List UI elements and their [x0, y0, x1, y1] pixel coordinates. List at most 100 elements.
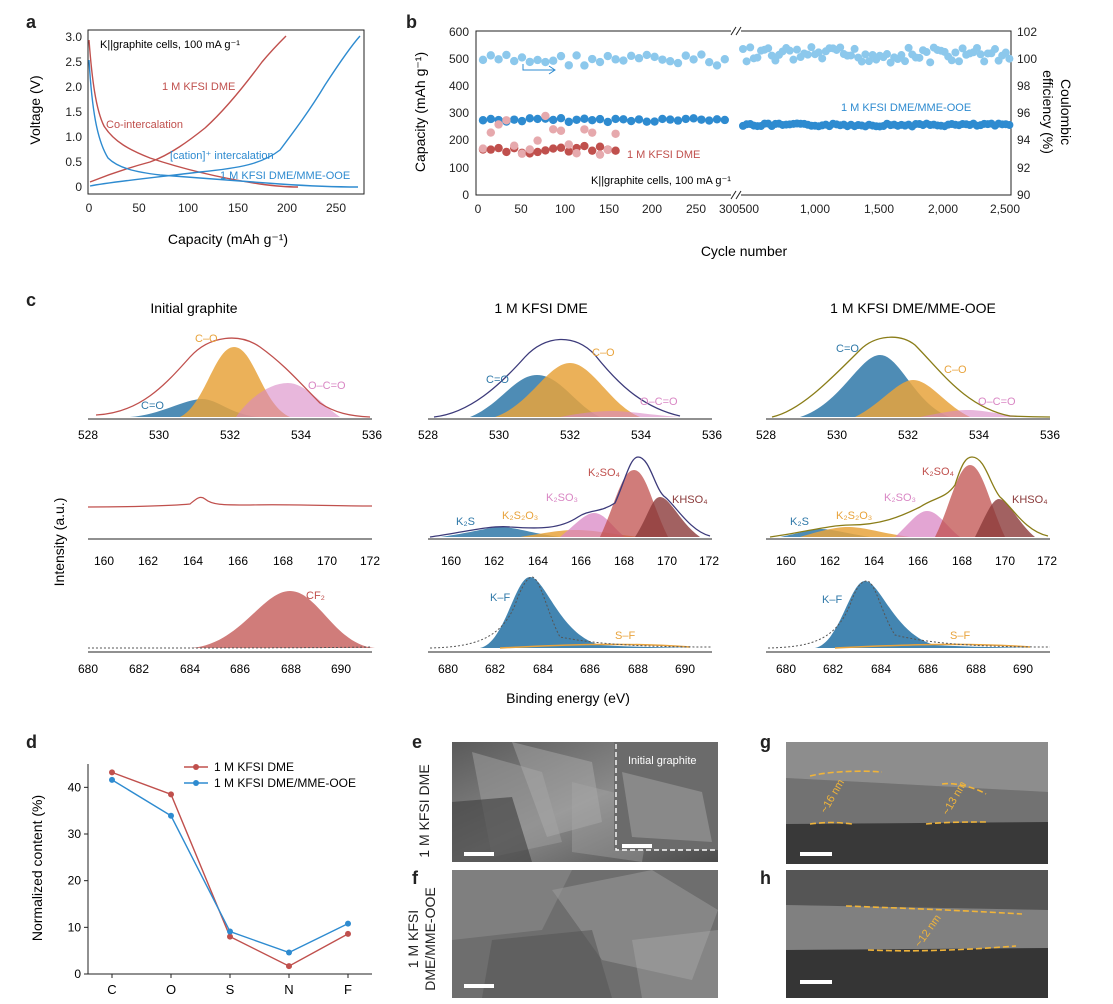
- b-ce-point: [533, 55, 542, 65]
- b-rtick-100: 100: [1017, 52, 1037, 66]
- b-ooe-capacity-point: [712, 115, 722, 124]
- b-ce-point: [603, 51, 612, 61]
- b-ce-point: [807, 43, 816, 52]
- c3-f-tick-690: 690: [1013, 662, 1033, 676]
- c2-s-tick-170: 170: [657, 554, 677, 568]
- d-series-point: [168, 812, 174, 819]
- c2-f-tick-682: 682: [485, 662, 505, 676]
- b-ce-point: [814, 48, 823, 57]
- b-ce-point: [980, 57, 989, 66]
- e-inset-scalebar: [622, 844, 652, 848]
- b-ce-point: [973, 43, 981, 52]
- d-series-point: [109, 769, 115, 776]
- b-ooe-capacity-point: [697, 115, 706, 124]
- b-dme-capacity-point: [588, 146, 597, 155]
- a-xtick-50: 50: [132, 201, 146, 215]
- c2-label-k2so4: K₂SO₄: [588, 467, 621, 479]
- b-ce-point: [850, 44, 859, 53]
- b-label-dme: 1 M KFSI DME: [627, 149, 700, 161]
- a-ytick-0: 0: [75, 180, 82, 194]
- panel-g-tem: ~16 nm ~13 nm: [786, 742, 1048, 864]
- a-ytick-15: 1.5: [65, 105, 82, 119]
- c1-f-tick-684: 684: [180, 662, 200, 676]
- b-ooe-capacity-point: [611, 114, 620, 124]
- d-ytick: 10: [68, 920, 82, 934]
- b-ce-point: [926, 58, 935, 67]
- c2-o-tick-528: 528: [418, 428, 438, 442]
- b-dme-ce-point: [564, 140, 573, 149]
- d-series-point: [168, 791, 174, 798]
- b-ce-point: [541, 57, 550, 67]
- b-ce-point: [847, 51, 855, 60]
- c1-o-tick-530: 530: [149, 428, 169, 442]
- b-ooe-capacity-point: [642, 117, 651, 126]
- d-xtick: S: [226, 982, 235, 997]
- dme-discharge-curve: [88, 39, 299, 188]
- b-dme-capacity-point: [502, 147, 511, 157]
- d-yticks: 0 10 20 30 40: [68, 780, 88, 981]
- b-ooe-capacity-point: [510, 115, 519, 124]
- panel-b-chart: 0 50 100 150 200 250 300 500 1,000 1,500…: [412, 24, 1074, 259]
- b-ooe-capacity-point: [658, 114, 667, 124]
- c2-f-tick-680: 680: [438, 662, 458, 676]
- panel-e-sem: Initial graphite: [452, 742, 718, 862]
- b-ce-point: [658, 55, 667, 64]
- c3-o-tick-534: 534: [969, 428, 989, 442]
- c2-f-tick-686: 686: [580, 662, 600, 676]
- f-scalebar: [464, 984, 494, 988]
- b-dme-ce-point: [494, 120, 503, 129]
- c2-s-tick-168: 168: [614, 554, 634, 568]
- a-ylabel: Voltage (V): [27, 75, 43, 144]
- c3-s-tick-170: 170: [995, 554, 1015, 568]
- b-ooe-capacity-point: [666, 115, 675, 124]
- c-dme-s2p: K₂S K₂S₂O₃ K₂SO₃ K₂SO₄ KHSO₄ 160 162 164…: [428, 456, 719, 568]
- b-ce-point: [502, 50, 511, 60]
- c2-s-tick-164: 164: [528, 554, 548, 568]
- a-ytick-2: 2.0: [65, 80, 82, 94]
- b-xtick-1000: 1,000: [800, 202, 830, 216]
- d-series-point: [345, 920, 351, 927]
- b-rtick-92: 92: [1017, 161, 1031, 175]
- b-ce-point: [650, 52, 659, 62]
- e-side-label: 1 M KFSI DME: [416, 764, 432, 858]
- b-ce-point: [857, 57, 866, 66]
- d-series-point: [286, 949, 292, 956]
- b-ooe-capacity-point: [533, 114, 542, 124]
- b-ce-point: [951, 48, 960, 57]
- c-xlabel: Binding energy (eV): [506, 690, 630, 706]
- b-ce-point: [564, 61, 573, 70]
- c3-f-tick-684: 684: [871, 662, 891, 676]
- b-dme-capacity-point: [564, 147, 573, 156]
- c1-f-tick-686: 686: [230, 662, 250, 676]
- c3-s-tick-166: 166: [908, 554, 928, 568]
- b-ce-point: [976, 50, 985, 59]
- panel-label-d: d: [26, 732, 37, 752]
- d-series-point: [227, 928, 233, 935]
- b-ce-point: [785, 46, 794, 55]
- c3-o-tick-532: 532: [898, 428, 918, 442]
- c3-label-co: C–O: [944, 364, 967, 376]
- b-ce-point: [697, 50, 706, 59]
- c1-f-tick-682: 682: [129, 662, 149, 676]
- b-dme-ce-point: [588, 128, 597, 137]
- b-ooe-capacity-point: [634, 115, 644, 124]
- c3-f-tick-680: 680: [776, 662, 796, 676]
- a-xtick-250: 250: [326, 201, 346, 215]
- b-ce-point: [525, 57, 534, 67]
- b-ce-point: [991, 45, 999, 54]
- c-dme-f1s: K–F S–F 680 682 684 686 688 690: [428, 576, 713, 676]
- b-ooe-capacity-point: [588, 116, 597, 125]
- c3-s-tick-160: 160: [776, 554, 796, 568]
- b-ooe-capacity-point: [525, 114, 534, 123]
- c3-label-k2so4: K₂SO₄: [922, 466, 955, 478]
- b-ytick-0: 0: [462, 188, 469, 202]
- ooe-discharge-curve: [88, 59, 359, 188]
- b-dme-ce-point: [595, 150, 605, 159]
- d-series-point: [109, 776, 115, 783]
- b-ce-point: [947, 56, 956, 65]
- a-annotation: K||graphite cells, 100 mA g⁻¹: [100, 39, 240, 51]
- c3-label-k2so3: K₂SO₃: [884, 492, 916, 504]
- d-series: [109, 769, 351, 970]
- c1-s-tick-172: 172: [360, 554, 380, 568]
